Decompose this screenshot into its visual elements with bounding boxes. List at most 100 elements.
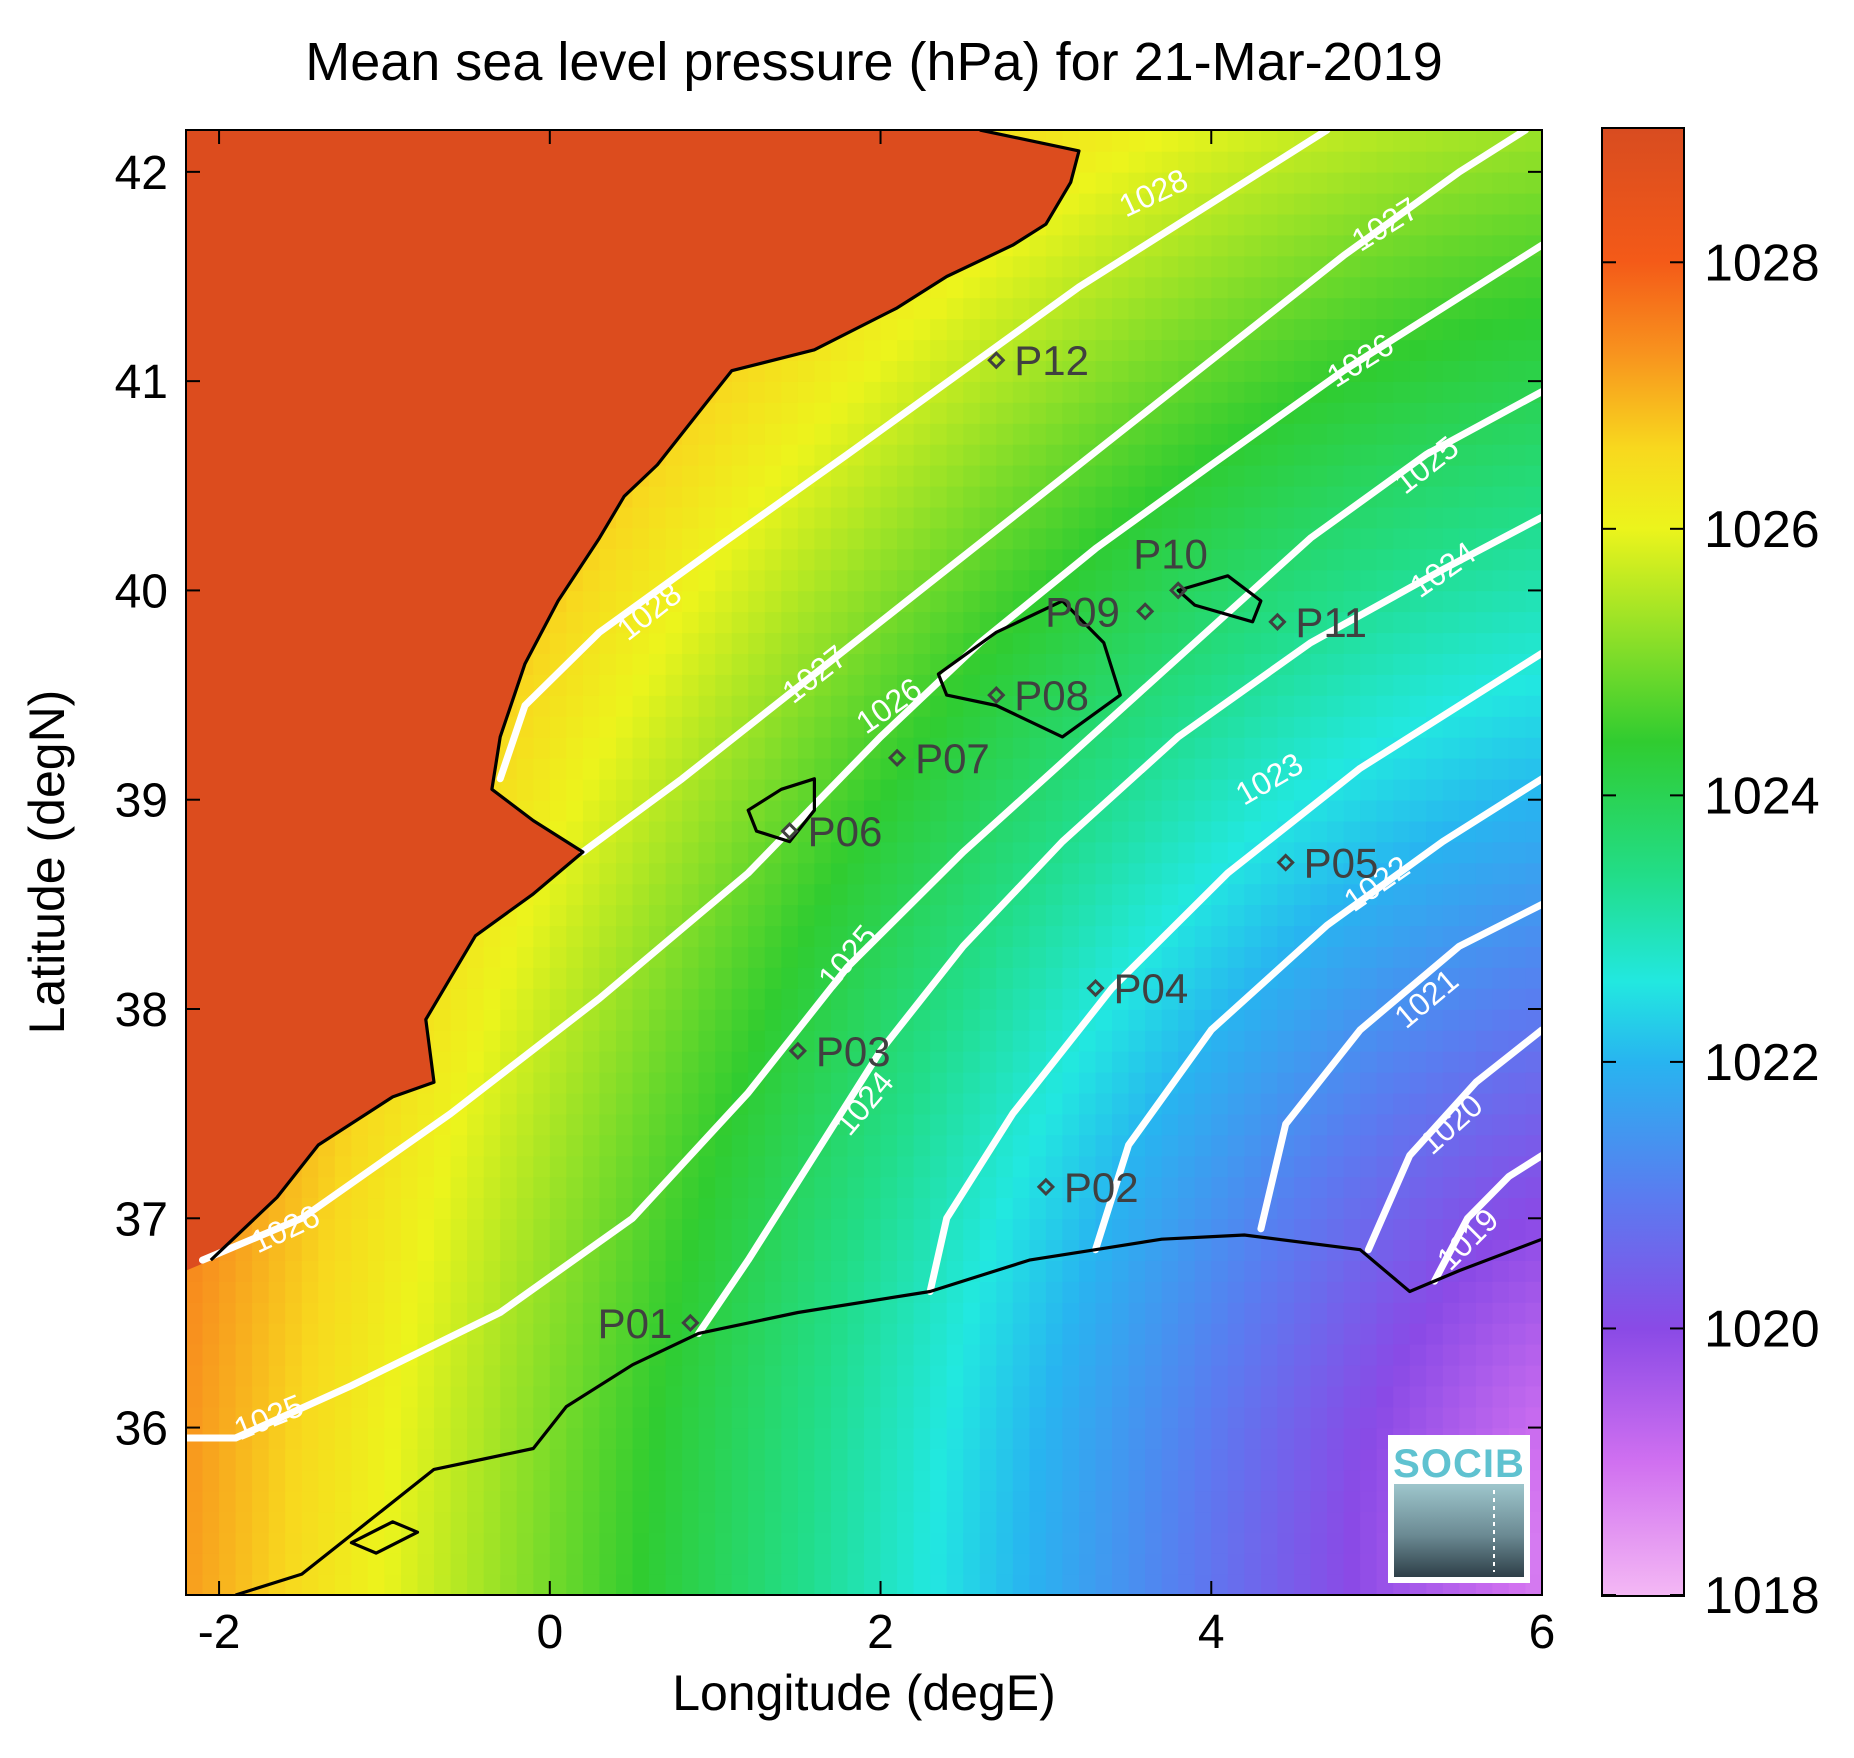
pressure-cell xyxy=(500,925,518,947)
pressure-cell xyxy=(1079,653,1097,675)
pressure-cell xyxy=(467,1050,485,1073)
pressure-cell xyxy=(979,988,998,1010)
pressure-cell xyxy=(1442,527,1461,550)
pressure-cell xyxy=(301,1322,320,1345)
pressure-cell xyxy=(1376,778,1394,801)
pressure-cell xyxy=(748,569,766,592)
pressure-cell xyxy=(1327,1029,1345,1052)
pressure-cell xyxy=(599,1029,617,1052)
pressure-cell xyxy=(1360,1281,1378,1303)
pressure-cell xyxy=(1178,841,1196,864)
pressure-cell xyxy=(1542,360,1559,382)
pressure-cell xyxy=(1161,716,1179,738)
pressure-cell xyxy=(1145,1406,1163,1429)
pressure-cell xyxy=(649,485,667,508)
pressure-cell xyxy=(632,1448,650,1471)
pressure-cell xyxy=(1227,548,1246,571)
pressure-cell xyxy=(1062,653,1080,675)
pressure-cell xyxy=(1525,1197,1542,1220)
pressure-cell xyxy=(1128,1406,1146,1429)
pressure-cell xyxy=(616,1490,634,1513)
pressure-cell xyxy=(1062,485,1080,508)
pressure-cell xyxy=(1294,1260,1312,1282)
pressure-cell xyxy=(946,590,964,613)
pressure-cell xyxy=(1161,611,1179,634)
pressure-cell xyxy=(434,1218,452,1240)
pressure-cell xyxy=(1492,1260,1510,1282)
pressure-cell xyxy=(401,1155,419,1178)
pressure-cell xyxy=(219,1574,237,1595)
pressure-cell xyxy=(847,820,865,843)
pressure-cell xyxy=(1393,1009,1411,1031)
pressure-cell xyxy=(880,883,898,906)
pressure-cell xyxy=(731,1281,749,1303)
pressure-cell xyxy=(582,1113,601,1136)
pressure-cell xyxy=(1128,1155,1146,1178)
pressure-cell xyxy=(1211,402,1229,424)
pressure-cell xyxy=(1310,590,1328,613)
pressure-cell xyxy=(1194,799,1212,822)
pressure-cell xyxy=(864,1406,882,1429)
pressure-cell xyxy=(1227,1406,1246,1429)
pressure-cell xyxy=(979,569,998,592)
pressure-cell xyxy=(715,1260,733,1282)
pressure-cell xyxy=(781,653,799,675)
pressure-cell xyxy=(1508,1302,1527,1324)
pressure-cell xyxy=(996,443,1014,466)
pressure-cell xyxy=(1227,1448,1246,1471)
pressure-cell xyxy=(847,1511,865,1533)
pressure-cell xyxy=(1029,1385,1047,1408)
pressure-cell xyxy=(1029,1322,1047,1345)
pressure-cell xyxy=(1294,402,1312,424)
pressure-cell xyxy=(715,967,733,989)
pressure-cell xyxy=(632,485,650,508)
pressure-cell xyxy=(434,1574,452,1595)
pressure-cell xyxy=(1426,632,1444,654)
pressure-cell xyxy=(665,1260,683,1282)
pressure-cell xyxy=(252,1260,270,1282)
pressure-cell xyxy=(1508,820,1527,843)
pressure-cell xyxy=(467,1469,485,1492)
pressure-cell xyxy=(715,548,733,571)
pressure-cell xyxy=(847,695,865,717)
pressure-cell xyxy=(963,569,981,592)
pressure-cell xyxy=(582,967,601,989)
pressure-cell xyxy=(764,1343,783,1366)
pressure-cell xyxy=(1244,1364,1262,1387)
pressure-cell xyxy=(1062,1009,1080,1031)
pressure-cell xyxy=(946,1322,964,1345)
pressure-cell xyxy=(764,1511,783,1533)
pressure-cell xyxy=(996,946,1014,968)
pressure-cell xyxy=(1542,1093,1559,1115)
pressure-cell xyxy=(1360,988,1378,1010)
pressure-cell xyxy=(632,653,650,675)
pressure-cell xyxy=(351,1281,369,1303)
pressure-cell xyxy=(1161,527,1179,550)
pressure-cell xyxy=(781,1071,799,1094)
pressure-cell xyxy=(880,799,898,822)
pressure-cell xyxy=(781,548,799,571)
pressure-cell xyxy=(1194,820,1212,843)
pressure-cell xyxy=(549,1302,568,1324)
pressure-cell xyxy=(1409,1385,1427,1408)
pressure-cell xyxy=(434,1155,452,1178)
pressure-cell xyxy=(334,1239,353,1261)
pressure-cell xyxy=(599,799,617,822)
pressure-cell xyxy=(1393,946,1411,968)
pressure-cell xyxy=(582,1532,601,1554)
pressure-cell xyxy=(1029,506,1047,529)
pressure-cell xyxy=(1012,1490,1031,1513)
pressure-cell xyxy=(1260,1490,1279,1513)
pressure-cell xyxy=(781,736,799,759)
pressure-cell xyxy=(533,1364,551,1387)
pressure-cell xyxy=(1525,1302,1542,1324)
pressure-cell xyxy=(1376,611,1394,634)
pressure-cell xyxy=(1508,548,1527,571)
pressure-cell xyxy=(781,1343,799,1366)
pressure-cell xyxy=(1012,1364,1031,1387)
pressure-cell xyxy=(1393,506,1411,529)
pressure-cell xyxy=(715,1385,733,1408)
pressure-cell xyxy=(632,841,650,864)
pressure-cell xyxy=(1542,800,1559,822)
pressure-cell xyxy=(1161,883,1179,906)
